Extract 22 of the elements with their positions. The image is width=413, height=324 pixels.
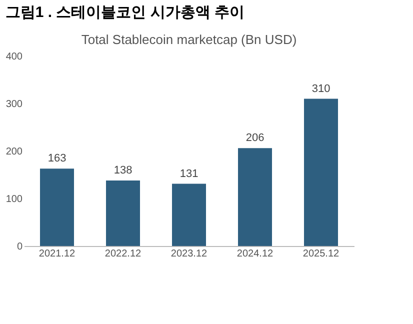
chart-subtitle: Total Stablecoin marketcap (Bn USD) (81, 32, 297, 47)
x-tick-label: 2022.12 (104, 248, 142, 260)
chart-title: 그림1 . 스테이블코인 시가총액 추이 (5, 4, 245, 21)
y-tick-label: 100 (6, 194, 23, 205)
data-label: 138 (114, 164, 132, 176)
y-tick-label: 200 (6, 146, 23, 158)
x-tick-label: 2021.12 (38, 248, 76, 260)
y-tick-label: 0 (16, 242, 23, 252)
x-tick-label: 2023.12 (170, 248, 208, 260)
bar (172, 184, 206, 246)
data-label: 131 (180, 168, 198, 180)
bar (238, 148, 272, 246)
x-tick-label: 2024.12 (236, 248, 274, 260)
bar (40, 168, 74, 246)
bar (106, 180, 140, 246)
x-tick-label: 2025.12 (302, 248, 340, 260)
data-label: 310 (312, 82, 330, 95)
data-label: 163 (48, 152, 66, 165)
y-tick-label: 400 (6, 52, 23, 62)
data-label: 206 (246, 132, 264, 144)
y-tick-label: 300 (6, 99, 23, 110)
bar (304, 98, 338, 246)
